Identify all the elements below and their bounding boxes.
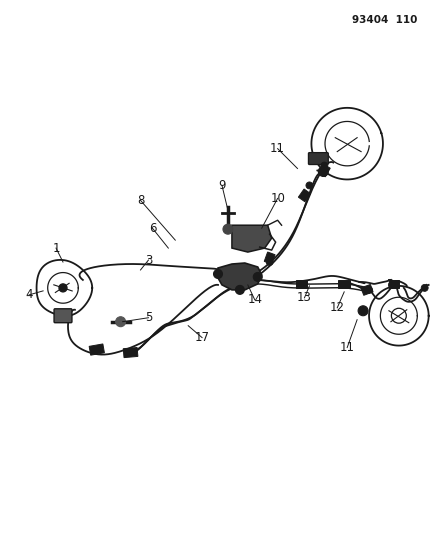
Circle shape bbox=[253, 272, 262, 281]
Bar bbox=[338, 280, 350, 288]
Circle shape bbox=[366, 286, 373, 293]
Bar bbox=[298, 189, 311, 201]
Circle shape bbox=[116, 317, 126, 327]
Text: 11: 11 bbox=[340, 341, 355, 354]
Text: 3: 3 bbox=[145, 254, 152, 266]
Text: 17: 17 bbox=[194, 331, 210, 344]
Polygon shape bbox=[218, 263, 262, 290]
Bar bbox=[296, 280, 307, 288]
Text: 10: 10 bbox=[270, 192, 285, 205]
Text: 5: 5 bbox=[145, 311, 152, 324]
Circle shape bbox=[358, 306, 368, 316]
Bar bbox=[89, 344, 104, 355]
Text: 14: 14 bbox=[247, 293, 262, 306]
FancyBboxPatch shape bbox=[308, 152, 328, 165]
Polygon shape bbox=[232, 225, 272, 252]
Text: 6: 6 bbox=[148, 222, 156, 235]
Text: 11: 11 bbox=[270, 142, 285, 155]
Bar bbox=[361, 285, 373, 295]
Text: 13: 13 bbox=[297, 292, 312, 304]
Circle shape bbox=[421, 285, 428, 292]
Bar bbox=[389, 280, 399, 288]
Text: 8: 8 bbox=[137, 194, 144, 207]
Circle shape bbox=[235, 285, 244, 294]
Text: 12: 12 bbox=[330, 301, 345, 314]
Bar bbox=[318, 164, 330, 177]
Circle shape bbox=[223, 224, 233, 234]
Text: 1: 1 bbox=[52, 241, 60, 255]
Circle shape bbox=[266, 259, 273, 265]
Text: 93404  110: 93404 110 bbox=[352, 15, 417, 25]
Circle shape bbox=[389, 281, 396, 288]
Circle shape bbox=[306, 182, 313, 189]
Circle shape bbox=[237, 286, 244, 293]
Bar bbox=[264, 252, 275, 264]
FancyBboxPatch shape bbox=[54, 309, 72, 322]
Text: 4: 4 bbox=[25, 288, 33, 301]
Circle shape bbox=[318, 166, 328, 176]
Text: 9: 9 bbox=[218, 179, 226, 192]
Circle shape bbox=[214, 270, 223, 278]
Circle shape bbox=[321, 162, 328, 169]
Circle shape bbox=[59, 284, 67, 292]
Bar bbox=[123, 348, 138, 358]
